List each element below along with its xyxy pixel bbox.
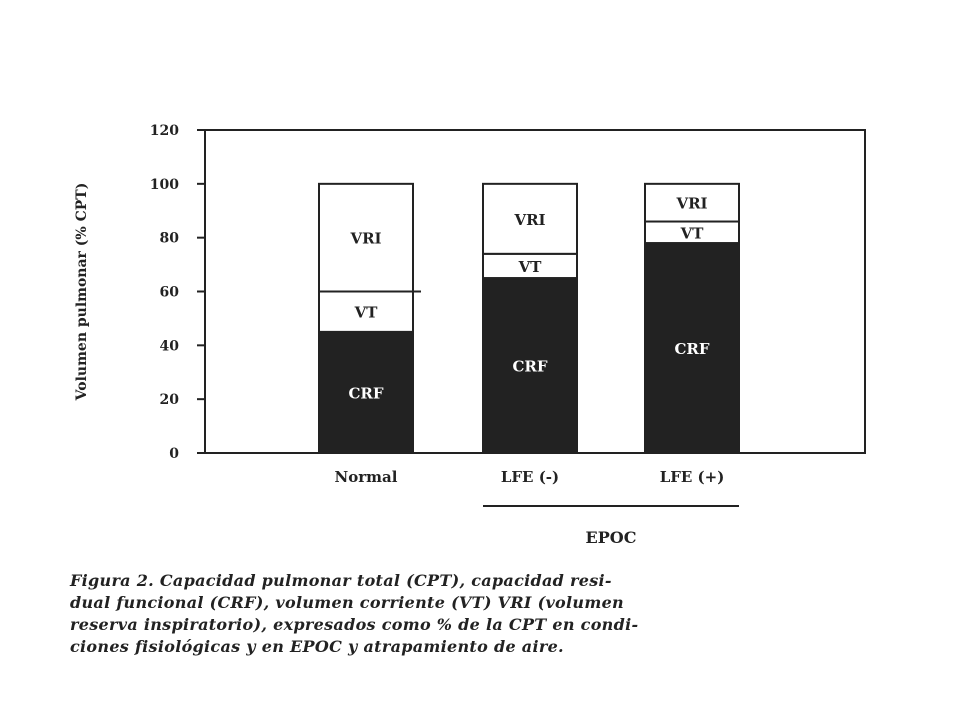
chart-axes: 0 20 40 60 80 100 120 Volumen pulmonar (% CPT): [74, 123, 866, 462]
y-tick-label: 60: [160, 285, 180, 301]
caption-line: dual funcional (CRF), volumen corriente …: [70, 593, 624, 612]
y-axis-label: Volumen pulmonar (% CPT): [74, 183, 90, 402]
y-tick-label: 20: [160, 392, 180, 408]
segment-label-vri: VRI: [349, 230, 381, 248]
bar-segment-vri: [318, 182, 414, 293]
bar-segment-crf: [482, 277, 578, 454]
bar-segment-vri: [482, 182, 578, 255]
category-label: Normal: [335, 468, 398, 486]
chart-labels: CRF VT VRI Normal CRF VT VRI LFE (-) CRF VT VRI LFE…: [335, 195, 739, 547]
chart-bars: [318, 182, 740, 454]
bar-segment-vri: [644, 182, 740, 223]
y-tick-label: 120: [150, 123, 179, 139]
group-label: EPOC: [586, 528, 637, 547]
segment-label-vri: VRI: [513, 211, 545, 229]
y-tick-label: 0: [169, 446, 179, 462]
bar-segment-crf: [318, 330, 414, 454]
segment-label-crf: CRF: [512, 358, 547, 376]
segment-label-vt: VT: [518, 258, 543, 276]
bar-segment-crf: [644, 242, 740, 454]
segment-label-vt: VT: [354, 304, 379, 322]
caption-line: Figura 2. Capacidad pulmonar total (CPT)…: [70, 571, 612, 590]
segment-label-crf: CRF: [348, 384, 383, 402]
category-label: LFE (-): [501, 468, 559, 486]
segment-label-crf: CRF: [674, 340, 709, 358]
segment-label-vri: VRI: [675, 195, 707, 213]
caption-line: ciones fisiológicas y en EPOC y atrapami…: [70, 637, 564, 656]
caption-line: reserva inspiratorio), expresados como %…: [70, 615, 639, 634]
figure-caption: Figura 2. Capacidad pulmonar total (CPT)…: [70, 570, 870, 658]
y-tick-label: 40: [160, 338, 180, 354]
y-tick-label: 100: [150, 177, 179, 193]
segment-label-vt: VT: [680, 224, 705, 242]
category-label: LFE (+): [660, 468, 725, 486]
y-tick-label: 80: [160, 231, 180, 247]
